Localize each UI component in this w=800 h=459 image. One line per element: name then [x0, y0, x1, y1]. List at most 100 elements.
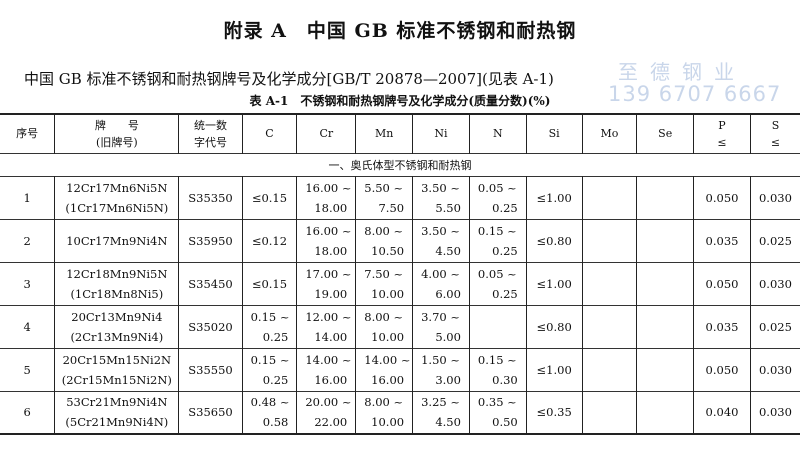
- cell-grade: 12Cr17Mn6Ni5N (1Cr17Mn6Ni5N): [54, 176, 180, 219]
- range-value: 0.05 ~: [477, 266, 517, 281]
- range-value: 19.00: [314, 286, 348, 301]
- column-header-text: Cr: [319, 127, 334, 141]
- range-value: 3.70 ~: [421, 309, 460, 324]
- column-header: N: [468, 114, 527, 153]
- cell-cr: 16.00 ~ 18.00: [296, 219, 357, 262]
- range-value: 14.00 ~: [364, 352, 411, 367]
- range-value: 16.00 ~: [305, 223, 352, 238]
- range-value: 10.50: [371, 243, 405, 258]
- cell-c: ≤0.15: [241, 262, 298, 305]
- grade-name: 20Cr15Mn15Ni2N: [62, 352, 172, 367]
- range-value: 22.00: [314, 415, 348, 430]
- range-value: 8.00 ~: [364, 223, 404, 238]
- cell-no: 6: [0, 391, 56, 434]
- range-value: 0.25: [262, 372, 289, 387]
- cell-ni: 3.25 ~ 4.50: [412, 391, 470, 434]
- cell-no: 1: [0, 176, 56, 219]
- old-grade-name: (1Cr17Mn6Ni5N): [65, 200, 169, 215]
- column-header: Mn: [355, 114, 414, 153]
- grade-name: 12Cr17Mn6Ni5N: [66, 180, 168, 195]
- range-value: 3.50 ~: [421, 223, 460, 238]
- watermark-company: 至德钢业: [618, 60, 746, 84]
- range-value: 10.00: [371, 286, 405, 301]
- range-value: 5.50: [435, 200, 461, 215]
- range-value: 16.00: [371, 372, 405, 387]
- column-header-text: S: [771, 118, 780, 132]
- range-value: ≤0.12: [251, 233, 288, 248]
- cell-code: S35950: [178, 219, 243, 262]
- cell-mo: [581, 176, 638, 219]
- range-value: 5.00: [435, 329, 461, 344]
- cell-mn: 14.00 ~ 16.00: [355, 348, 414, 391]
- range-value: 0.15 ~: [477, 352, 517, 367]
- cell-c: 0.15 ~ 0.25: [241, 305, 298, 348]
- cell-grade: 12Cr18Mn9Ni5N (1Cr18Mn8Ni5): [54, 262, 180, 305]
- range-value: 12.00 ~: [305, 309, 352, 324]
- range-value: 8.00 ~: [364, 395, 404, 410]
- cell-c: ≤0.15: [241, 176, 298, 219]
- range-value: 0.25: [492, 286, 518, 301]
- column-header-text: Si: [548, 127, 560, 141]
- range-value: 5.50 ~: [364, 180, 404, 195]
- table-row: 1 12Cr17Mn6Ni5N (1Cr17Mn6Ni5N) S35350 ≤0.15 1…: [0, 176, 800, 219]
- column-header-text: N: [493, 127, 503, 141]
- cell-se: [636, 176, 695, 219]
- grade-name: 10Cr17Mn9Ni4N: [66, 233, 168, 248]
- column-header-text: C: [265, 127, 274, 141]
- section-label: 一、奥氏体型不锈钢和耐热钢: [328, 158, 472, 172]
- cell-n: 0.05 ~ 0.25: [468, 262, 527, 305]
- cell-si: ≤0.80: [525, 305, 583, 348]
- range-value: 3.50 ~: [421, 180, 460, 195]
- cell-mo: [581, 262, 638, 305]
- cell-mo: [581, 305, 638, 348]
- cell-si: ≤1.00: [525, 262, 583, 305]
- range-value: 0.25: [492, 200, 518, 215]
- old-grade-name: (1Cr18Mn8Ni5): [70, 286, 164, 301]
- range-value: 4.00 ~: [421, 266, 460, 281]
- column-header: S ≤: [749, 114, 800, 153]
- range-value: 0.15 ~: [250, 352, 290, 367]
- range-value: 8.00 ~: [364, 309, 404, 324]
- cell-c: ≤0.12: [241, 219, 298, 262]
- appendix-title: 附录 A 中国 GB 标准不锈钢和耐热钢: [223, 20, 577, 42]
- column-header: C: [241, 114, 298, 153]
- column-header-text: Se: [658, 127, 673, 141]
- old-grade-name: (2Cr13Mn9Ni4): [70, 329, 164, 344]
- column-header-text: 序号: [16, 127, 39, 141]
- range-value: 0.35 ~: [477, 395, 517, 410]
- table-caption: 表 A-1 不锈钢和耐热钢牌号及化学成分(质量分数)(%): [249, 94, 551, 108]
- cell-si: ≤1.00: [525, 176, 583, 219]
- cell-se: [636, 348, 695, 391]
- cell-p: 0.050: [693, 348, 751, 391]
- grade-name: 53Cr21Mn9Ni4N: [66, 395, 168, 410]
- range-value: 3.25 ~: [421, 395, 460, 410]
- composition-table: 序号牌 号 (旧牌号) 统一数 字代号 C Cr Mn Ni N Si Mo Se P ≤ S ≤ 一、奥氏体…: [0, 113, 800, 435]
- cell-ni: 3.50 ~ 4.50: [412, 219, 470, 262]
- column-header: 统一数 字代号: [178, 114, 243, 153]
- column-header: Ni: [412, 114, 470, 153]
- cell-mn: 8.00 ~ 10.00: [355, 391, 414, 434]
- range-value: 0.15 ~: [250, 309, 290, 324]
- range-value: 18.00: [314, 243, 348, 258]
- section-row: 一、奥氏体型不锈钢和耐热钢: [0, 153, 800, 176]
- cell-n: 0.15 ~ 0.25: [468, 219, 527, 262]
- cell-grade: 20Cr13Mn9Ni4 (2Cr13Mn9Ni4): [54, 305, 180, 348]
- old-grade-name: (2Cr15Mn15Ni2N): [61, 372, 172, 387]
- cell-grade: 10Cr17Mn9Ni4N: [54, 219, 180, 262]
- cell-code: S35450: [178, 262, 243, 305]
- cell-ni: 4.00 ~ 6.00: [412, 262, 470, 305]
- range-value: 1.50 ~: [421, 352, 460, 367]
- cell-no: 3: [0, 262, 56, 305]
- cell-n: 0.05 ~ 0.25: [468, 176, 527, 219]
- range-value: 14.00: [314, 329, 348, 344]
- range-value: 0.50: [492, 415, 518, 430]
- column-header: 序号: [0, 114, 56, 153]
- column-header: P ≤: [693, 114, 751, 153]
- cell-cr: 16.00 ~ 18.00: [296, 176, 357, 219]
- table-row: 3 12Cr18Mn9Ni5N (1Cr18Mn8Ni5) S35450 ≤0.15 17…: [0, 262, 800, 305]
- range-value: 4.50: [435, 415, 461, 430]
- cell-se: [636, 262, 695, 305]
- range-value: 0.58: [262, 415, 289, 430]
- cell-mn: 8.00 ~ 10.00: [355, 305, 414, 348]
- cell-si: ≤0.35: [525, 391, 583, 434]
